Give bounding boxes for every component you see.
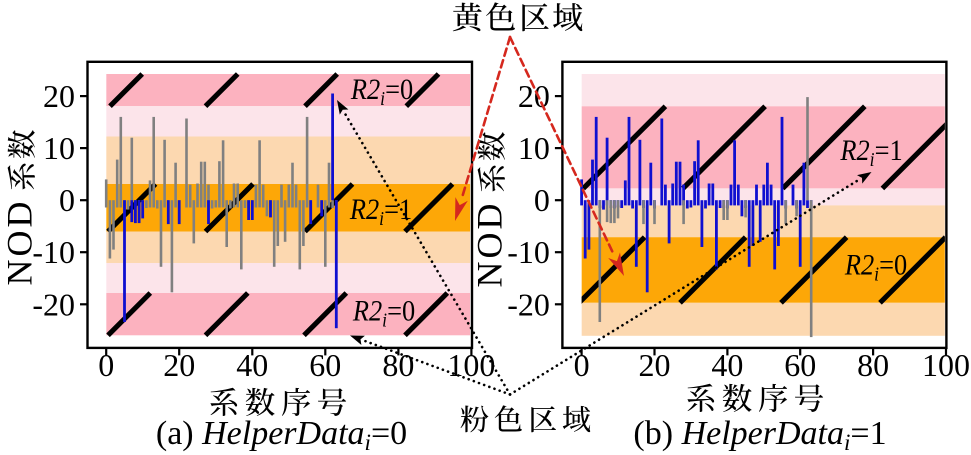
svg-text:(b) HelperDatai=1: (b) HelperDatai=1: [633, 415, 886, 455]
svg-text:0: 0: [59, 182, 75, 218]
svg-text:R2i=0: R2i=0: [350, 74, 413, 111]
svg-text:-10: -10: [507, 234, 550, 270]
svg-text:100: 100: [922, 347, 970, 383]
svg-text:10: 10: [43, 130, 75, 166]
svg-text:60: 60: [309, 347, 341, 383]
svg-text:NOD: NOD: [0, 199, 40, 286]
svg-text:R2i=1: R2i=1: [839, 135, 902, 172]
svg-text:20: 20: [43, 78, 75, 114]
svg-text:10: 10: [518, 130, 550, 166]
svg-text:-20: -20: [507, 286, 550, 322]
svg-text:60: 60: [784, 347, 816, 383]
svg-text:80: 80: [857, 347, 889, 383]
svg-text:0: 0: [98, 347, 114, 383]
svg-text:R2i=1: R2i=1: [349, 194, 412, 231]
svg-text:40: 40: [236, 347, 268, 383]
svg-text:40: 40: [711, 347, 743, 383]
svg-text:R2i=0: R2i=0: [844, 249, 907, 286]
svg-text:-10: -10: [32, 234, 75, 270]
svg-text:R2i=0: R2i=0: [352, 295, 415, 332]
svg-text:-20: -20: [32, 286, 75, 322]
svg-text:100: 100: [447, 347, 495, 383]
svg-text:20: 20: [163, 347, 195, 383]
svg-text:(a) HelperDatai=0: (a) HelperDatai=0: [156, 415, 407, 455]
svg-text:0: 0: [574, 347, 590, 383]
svg-text:NOD: NOD: [470, 201, 510, 288]
svg-text:80: 80: [382, 347, 414, 383]
svg-text:0: 0: [534, 182, 550, 218]
svg-text:20: 20: [639, 347, 671, 383]
